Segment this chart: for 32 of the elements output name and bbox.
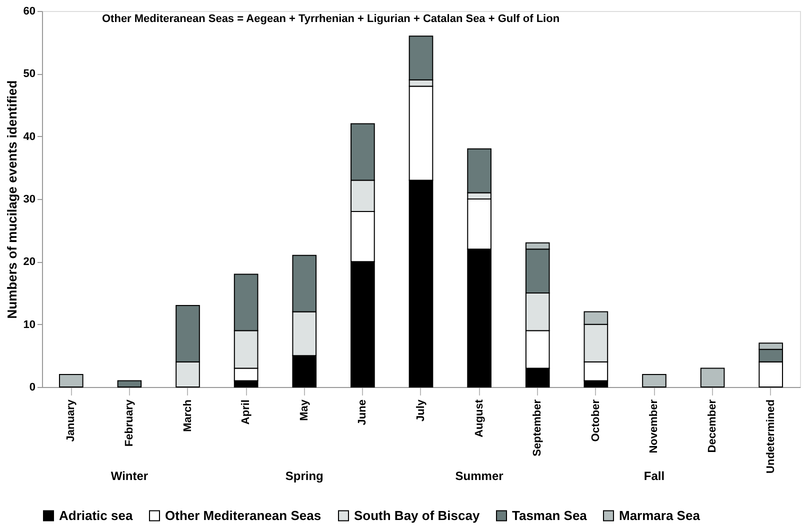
text: Summer xyxy=(455,469,504,483)
x-tick-label: November xyxy=(648,398,660,454)
y-tick-label: 60 xyxy=(23,6,36,18)
y-tick-label: 20 xyxy=(23,256,36,268)
x-tick-label: January xyxy=(65,398,78,442)
x-tick-label: March xyxy=(182,399,194,432)
text: Spring xyxy=(285,469,324,483)
annotation: Other Mediteranean Seas = Aegean + Tyrrhenian + Ligurian + Catalan Sea + Gulf of Lion xyxy=(102,13,560,25)
x-tick-label: October xyxy=(590,398,602,442)
x-tick-label: December xyxy=(706,398,719,453)
x-tick-label: April xyxy=(240,400,252,425)
x-tick-label: May xyxy=(298,398,310,421)
x-tick-label: July xyxy=(415,398,427,422)
x-tick-label: September xyxy=(532,398,544,456)
legend-label: Marmara Sea xyxy=(619,508,701,523)
x-tick-label: Undetermined xyxy=(764,400,777,474)
legend-label: South Bay of Biscay xyxy=(354,508,480,523)
text: Fall xyxy=(644,469,665,483)
legend-label: Adriatic sea xyxy=(59,508,134,523)
y-tick-label: 30 xyxy=(23,194,36,206)
y-tick-label: 0 xyxy=(29,382,36,394)
text: Winter xyxy=(110,469,148,483)
y-axis-title: Numbers of mucilage events identified xyxy=(4,80,20,319)
y-tick-label: 50 xyxy=(23,68,36,80)
legend-label: Other Mediteranean Seas xyxy=(165,508,322,523)
x-tick-label: June xyxy=(356,400,369,426)
y-tick-label: 40 xyxy=(23,130,36,143)
x-tick-label: August xyxy=(473,399,486,438)
bar xyxy=(117,380,142,388)
legend-label: Tasman Sea xyxy=(512,508,588,523)
x-tick-label: February xyxy=(123,398,136,447)
y-tick-label: 10 xyxy=(23,318,36,331)
